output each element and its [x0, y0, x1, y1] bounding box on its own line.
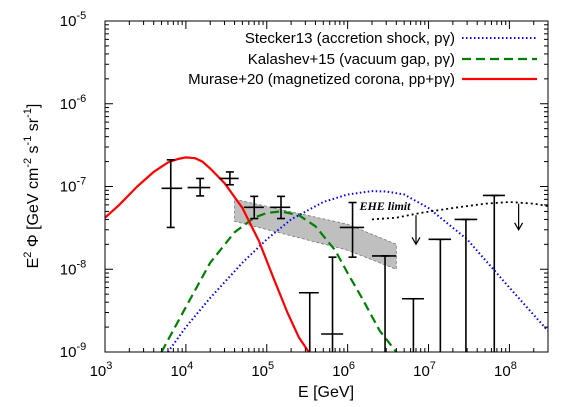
data-point: [321, 256, 344, 352]
x-tick-label-exp: 3: [106, 360, 112, 372]
y-tick-label-exp: -5: [76, 10, 86, 22]
legend-entry-label: Kalashev+15 (vacuum gap, pγ): [248, 51, 455, 68]
plot-clip-group: [105, 156, 548, 352]
data-point: [482, 194, 505, 352]
y-axis-title-e-sup: 2: [22, 252, 34, 258]
x-tick-label: 107: [413, 360, 436, 380]
y-axis-title-close: ]: [25, 104, 42, 108]
series-line-3: [105, 156, 310, 352]
x-tick-label: 103: [90, 360, 113, 380]
y-axis-title-e: E: [25, 258, 42, 269]
y-axis-title-sr-sup: -1: [22, 108, 34, 118]
data-point: [219, 171, 239, 186]
y-tick-label: 10-8: [60, 258, 86, 278]
legend-entry-label: Stecker13 (accretion shock, pγ): [245, 30, 455, 47]
y-tick-label: 10-9: [60, 341, 86, 361]
data-point: [243, 195, 264, 220]
data-point: [187, 177, 211, 197]
data-point: [371, 255, 397, 352]
x-tick-label-exp: 5: [268, 360, 274, 372]
x-tick-label: 105: [251, 360, 274, 380]
y-tick-label-exp: -7: [76, 176, 86, 188]
ehe-limit-label: EHE limit: [358, 199, 411, 213]
x-tick-label-base: 10: [251, 363, 268, 380]
x-tick-label-base: 10: [494, 363, 511, 380]
y-axis-title-cm-sup: -2: [22, 158, 34, 168]
series-line-1: [167, 190, 548, 352]
series-line-2: [160, 210, 398, 352]
data-point: [428, 238, 452, 352]
x-axis-title-main: E [GeV]: [298, 384, 354, 401]
y-tick-label: 10-6: [60, 93, 86, 113]
y-axis-title-phi: Φ [GeV cm: [25, 168, 42, 252]
data-point: [270, 195, 291, 220]
y-axis-title-s-sup: -1: [22, 136, 34, 146]
y-tick-label: 10-5: [60, 10, 86, 30]
y-tick-label-base: 10: [60, 179, 77, 196]
x-tick-label-exp: 4: [187, 360, 193, 372]
y-tick-label-base: 10: [60, 13, 77, 30]
data-point: [161, 159, 183, 229]
data-point: [339, 201, 365, 258]
x-tick-label-base: 10: [170, 363, 187, 380]
x-tick-label-base: 10: [332, 363, 349, 380]
plot-area: EHE limit: [105, 156, 548, 352]
y-axis-title: E2 Φ [GeV cm-2 s-1 sr-1]: [22, 104, 42, 269]
x-tick-label-exp: 8: [511, 360, 517, 372]
y-tick-label-base: 10: [60, 96, 77, 113]
y-tick-label-exp: -8: [76, 258, 86, 270]
legend: Stecker13 (accretion shock, pγ) Kalashev+…: [188, 30, 537, 88]
shaded-band: [234, 198, 397, 270]
legend-entry-label: Murase+20 (magnetized corona, pp+pγ): [188, 71, 455, 88]
x-tick-label: 104: [170, 360, 193, 380]
data-point: [298, 291, 319, 352]
x-tick-label-exp: 6: [349, 360, 355, 372]
x-tick-label-base: 10: [413, 363, 430, 380]
ehe-limit-arrow: [514, 203, 524, 231]
y-tick-label-exp: -6: [76, 93, 86, 105]
data-point: [402, 297, 425, 352]
x-tick-label: 106: [332, 360, 355, 380]
y-axis-title-sr: sr: [25, 117, 42, 135]
x-tick-label-base: 10: [90, 363, 107, 380]
ehe-limit-arrow: [411, 215, 421, 246]
y-tick-label-exp: -9: [76, 341, 86, 353]
y-tick-label: 10-7: [60, 176, 86, 196]
data-point: [454, 218, 478, 352]
x-tick-label-exp: 7: [430, 360, 436, 372]
y-tick-label-base: 10: [60, 261, 77, 278]
x-axis-title: E [GeV]: [298, 384, 354, 401]
x-tick-label: 108: [494, 360, 517, 380]
y-tick-label-base: 10: [60, 344, 77, 361]
y-axis-title-s: s: [25, 145, 42, 157]
